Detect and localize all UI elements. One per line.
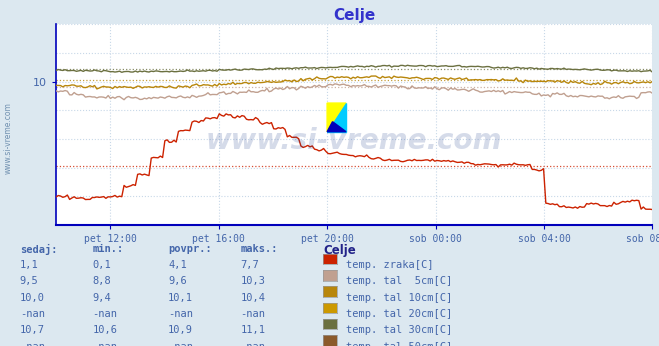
Text: -nan: -nan (20, 309, 45, 319)
Text: maks.:: maks.: (241, 244, 278, 254)
Text: 9,4: 9,4 (92, 293, 111, 303)
Text: www.si-vreme.com: www.si-vreme.com (206, 127, 502, 155)
Text: 8,8: 8,8 (92, 276, 111, 286)
Text: www.si-vreme.com: www.si-vreme.com (4, 102, 13, 174)
Text: 10,6: 10,6 (92, 325, 117, 335)
Text: -nan: -nan (92, 309, 117, 319)
Text: 4,1: 4,1 (168, 260, 186, 270)
Text: temp. tal 20cm[C]: temp. tal 20cm[C] (346, 309, 452, 319)
Text: -nan: -nan (92, 342, 117, 346)
Text: temp. tal 50cm[C]: temp. tal 50cm[C] (346, 342, 452, 346)
Text: -nan: -nan (168, 309, 193, 319)
Text: 1,1: 1,1 (20, 260, 38, 270)
Text: -nan: -nan (241, 342, 266, 346)
Text: temp. tal 30cm[C]: temp. tal 30cm[C] (346, 325, 452, 335)
Title: Celje: Celje (333, 8, 376, 23)
Text: 11,1: 11,1 (241, 325, 266, 335)
Text: 7,7: 7,7 (241, 260, 259, 270)
Text: 0,1: 0,1 (92, 260, 111, 270)
Text: 10,4: 10,4 (241, 293, 266, 303)
Text: Celje: Celje (323, 244, 356, 257)
Text: 10,9: 10,9 (168, 325, 193, 335)
Text: sedaj:: sedaj: (20, 244, 57, 255)
Text: temp. zraka[C]: temp. zraka[C] (346, 260, 434, 270)
Text: temp. tal 10cm[C]: temp. tal 10cm[C] (346, 293, 452, 303)
Text: -nan: -nan (168, 342, 193, 346)
Text: povpr.:: povpr.: (168, 244, 212, 254)
Polygon shape (327, 122, 346, 132)
Text: 10,7: 10,7 (20, 325, 45, 335)
Text: -nan: -nan (241, 309, 266, 319)
Text: min.:: min.: (92, 244, 123, 254)
Text: 10,1: 10,1 (168, 293, 193, 303)
Text: 9,5: 9,5 (20, 276, 38, 286)
Text: -nan: -nan (20, 342, 45, 346)
Text: 10,3: 10,3 (241, 276, 266, 286)
Text: 10,0: 10,0 (20, 293, 45, 303)
Polygon shape (327, 103, 346, 132)
Text: 9,6: 9,6 (168, 276, 186, 286)
Text: temp. tal  5cm[C]: temp. tal 5cm[C] (346, 276, 452, 286)
Polygon shape (327, 103, 346, 132)
